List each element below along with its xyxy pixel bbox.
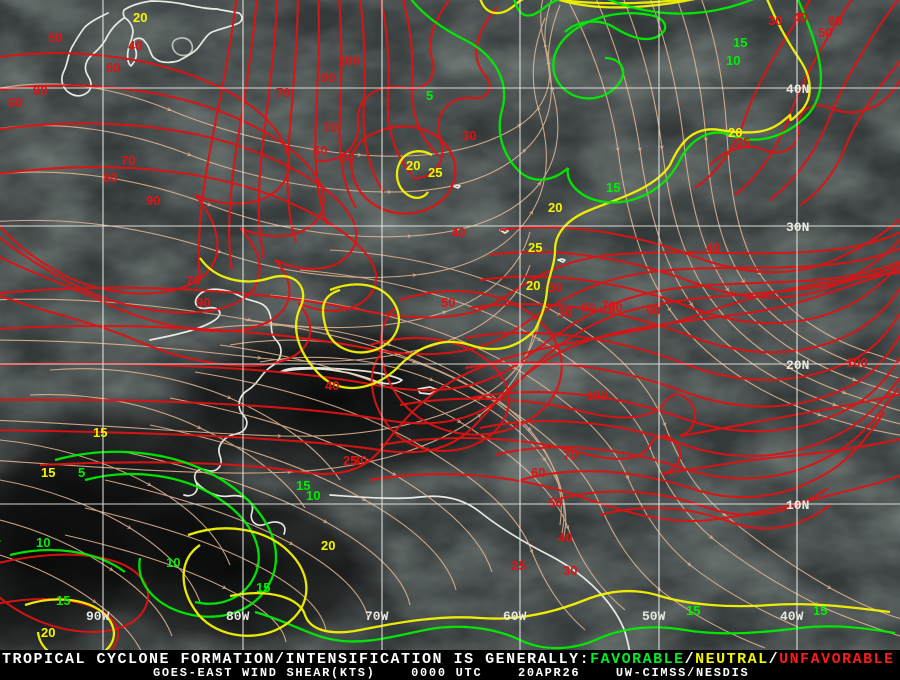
svg-text:25: 25	[428, 165, 442, 180]
svg-text:50: 50	[48, 30, 62, 45]
svg-text:30N: 30N	[786, 220, 809, 235]
svg-text:40: 40	[325, 378, 339, 393]
svg-text:70: 70	[276, 85, 290, 100]
svg-text:60: 60	[531, 465, 545, 480]
svg-text:100: 100	[586, 388, 608, 403]
svg-text:15: 15	[733, 35, 747, 50]
svg-text:25: 25	[511, 558, 525, 573]
svg-text:20: 20	[728, 125, 742, 140]
svg-text:50: 50	[558, 305, 572, 320]
svg-text:90: 90	[146, 193, 160, 208]
svg-text:60: 60	[581, 300, 595, 315]
svg-text:40: 40	[451, 225, 465, 240]
svg-text:80: 80	[340, 150, 354, 165]
svg-text:60: 60	[313, 143, 327, 158]
svg-text:40: 40	[793, 10, 807, 25]
svg-text:20: 20	[406, 158, 420, 173]
svg-text:30: 30	[548, 280, 562, 295]
svg-text:15: 15	[41, 465, 55, 480]
svg-text:60: 60	[106, 60, 120, 75]
svg-text:5: 5	[426, 88, 433, 103]
svg-text:20: 20	[321, 538, 335, 553]
svg-text:20: 20	[133, 10, 147, 25]
svg-text:15: 15	[813, 603, 827, 618]
svg-text:80W: 80W	[226, 609, 250, 624]
svg-text:80: 80	[103, 170, 117, 185]
svg-text:30: 30	[563, 563, 577, 578]
svg-text:100: 100	[846, 355, 868, 370]
svg-text:20: 20	[548, 200, 562, 215]
svg-text:40N: 40N	[786, 82, 809, 97]
svg-text:50: 50	[441, 295, 455, 310]
svg-text:90W: 90W	[86, 609, 110, 624]
svg-text:50W: 50W	[642, 609, 666, 624]
svg-text:15: 15	[686, 603, 700, 618]
svg-text:70: 70	[563, 448, 577, 463]
svg-text:20N: 20N	[786, 358, 809, 373]
svg-text:100: 100	[338, 53, 360, 68]
svg-text:70: 70	[121, 153, 135, 168]
svg-text:50: 50	[548, 495, 562, 510]
svg-text:10N: 10N	[786, 498, 809, 513]
svg-text:15: 15	[93, 425, 107, 440]
svg-text:40: 40	[558, 530, 572, 545]
svg-text:90: 90	[196, 295, 210, 310]
svg-text:70: 70	[186, 273, 200, 288]
svg-text:30: 30	[768, 13, 782, 28]
svg-text:40: 40	[706, 240, 720, 255]
svg-text:10: 10	[36, 535, 50, 550]
svg-text:15: 15	[56, 593, 70, 608]
svg-text:40: 40	[128, 38, 142, 53]
svg-text:15: 15	[606, 180, 620, 195]
svg-text:5: 5	[78, 465, 85, 480]
svg-text:60: 60	[8, 95, 22, 110]
svg-text:30: 30	[462, 128, 476, 143]
svg-text:60W: 60W	[503, 609, 527, 624]
svg-text:15: 15	[256, 580, 270, 595]
svg-text:20: 20	[526, 278, 540, 293]
svg-text:10: 10	[166, 555, 180, 570]
svg-text:50: 50	[818, 25, 832, 40]
svg-text:70W: 70W	[365, 609, 389, 624]
svg-text:20: 20	[41, 625, 55, 640]
svg-text:10: 10	[306, 488, 320, 503]
svg-text:25: 25	[528, 240, 542, 255]
svg-text:10: 10	[726, 53, 740, 68]
svg-text:90: 90	[321, 70, 335, 85]
svg-text:90: 90	[646, 303, 660, 318]
svg-text:90: 90	[33, 83, 47, 98]
svg-text:70: 70	[323, 120, 337, 135]
svg-text:40W: 40W	[780, 609, 804, 624]
svg-text:30: 30	[353, 453, 367, 468]
svg-text:80: 80	[608, 300, 622, 315]
